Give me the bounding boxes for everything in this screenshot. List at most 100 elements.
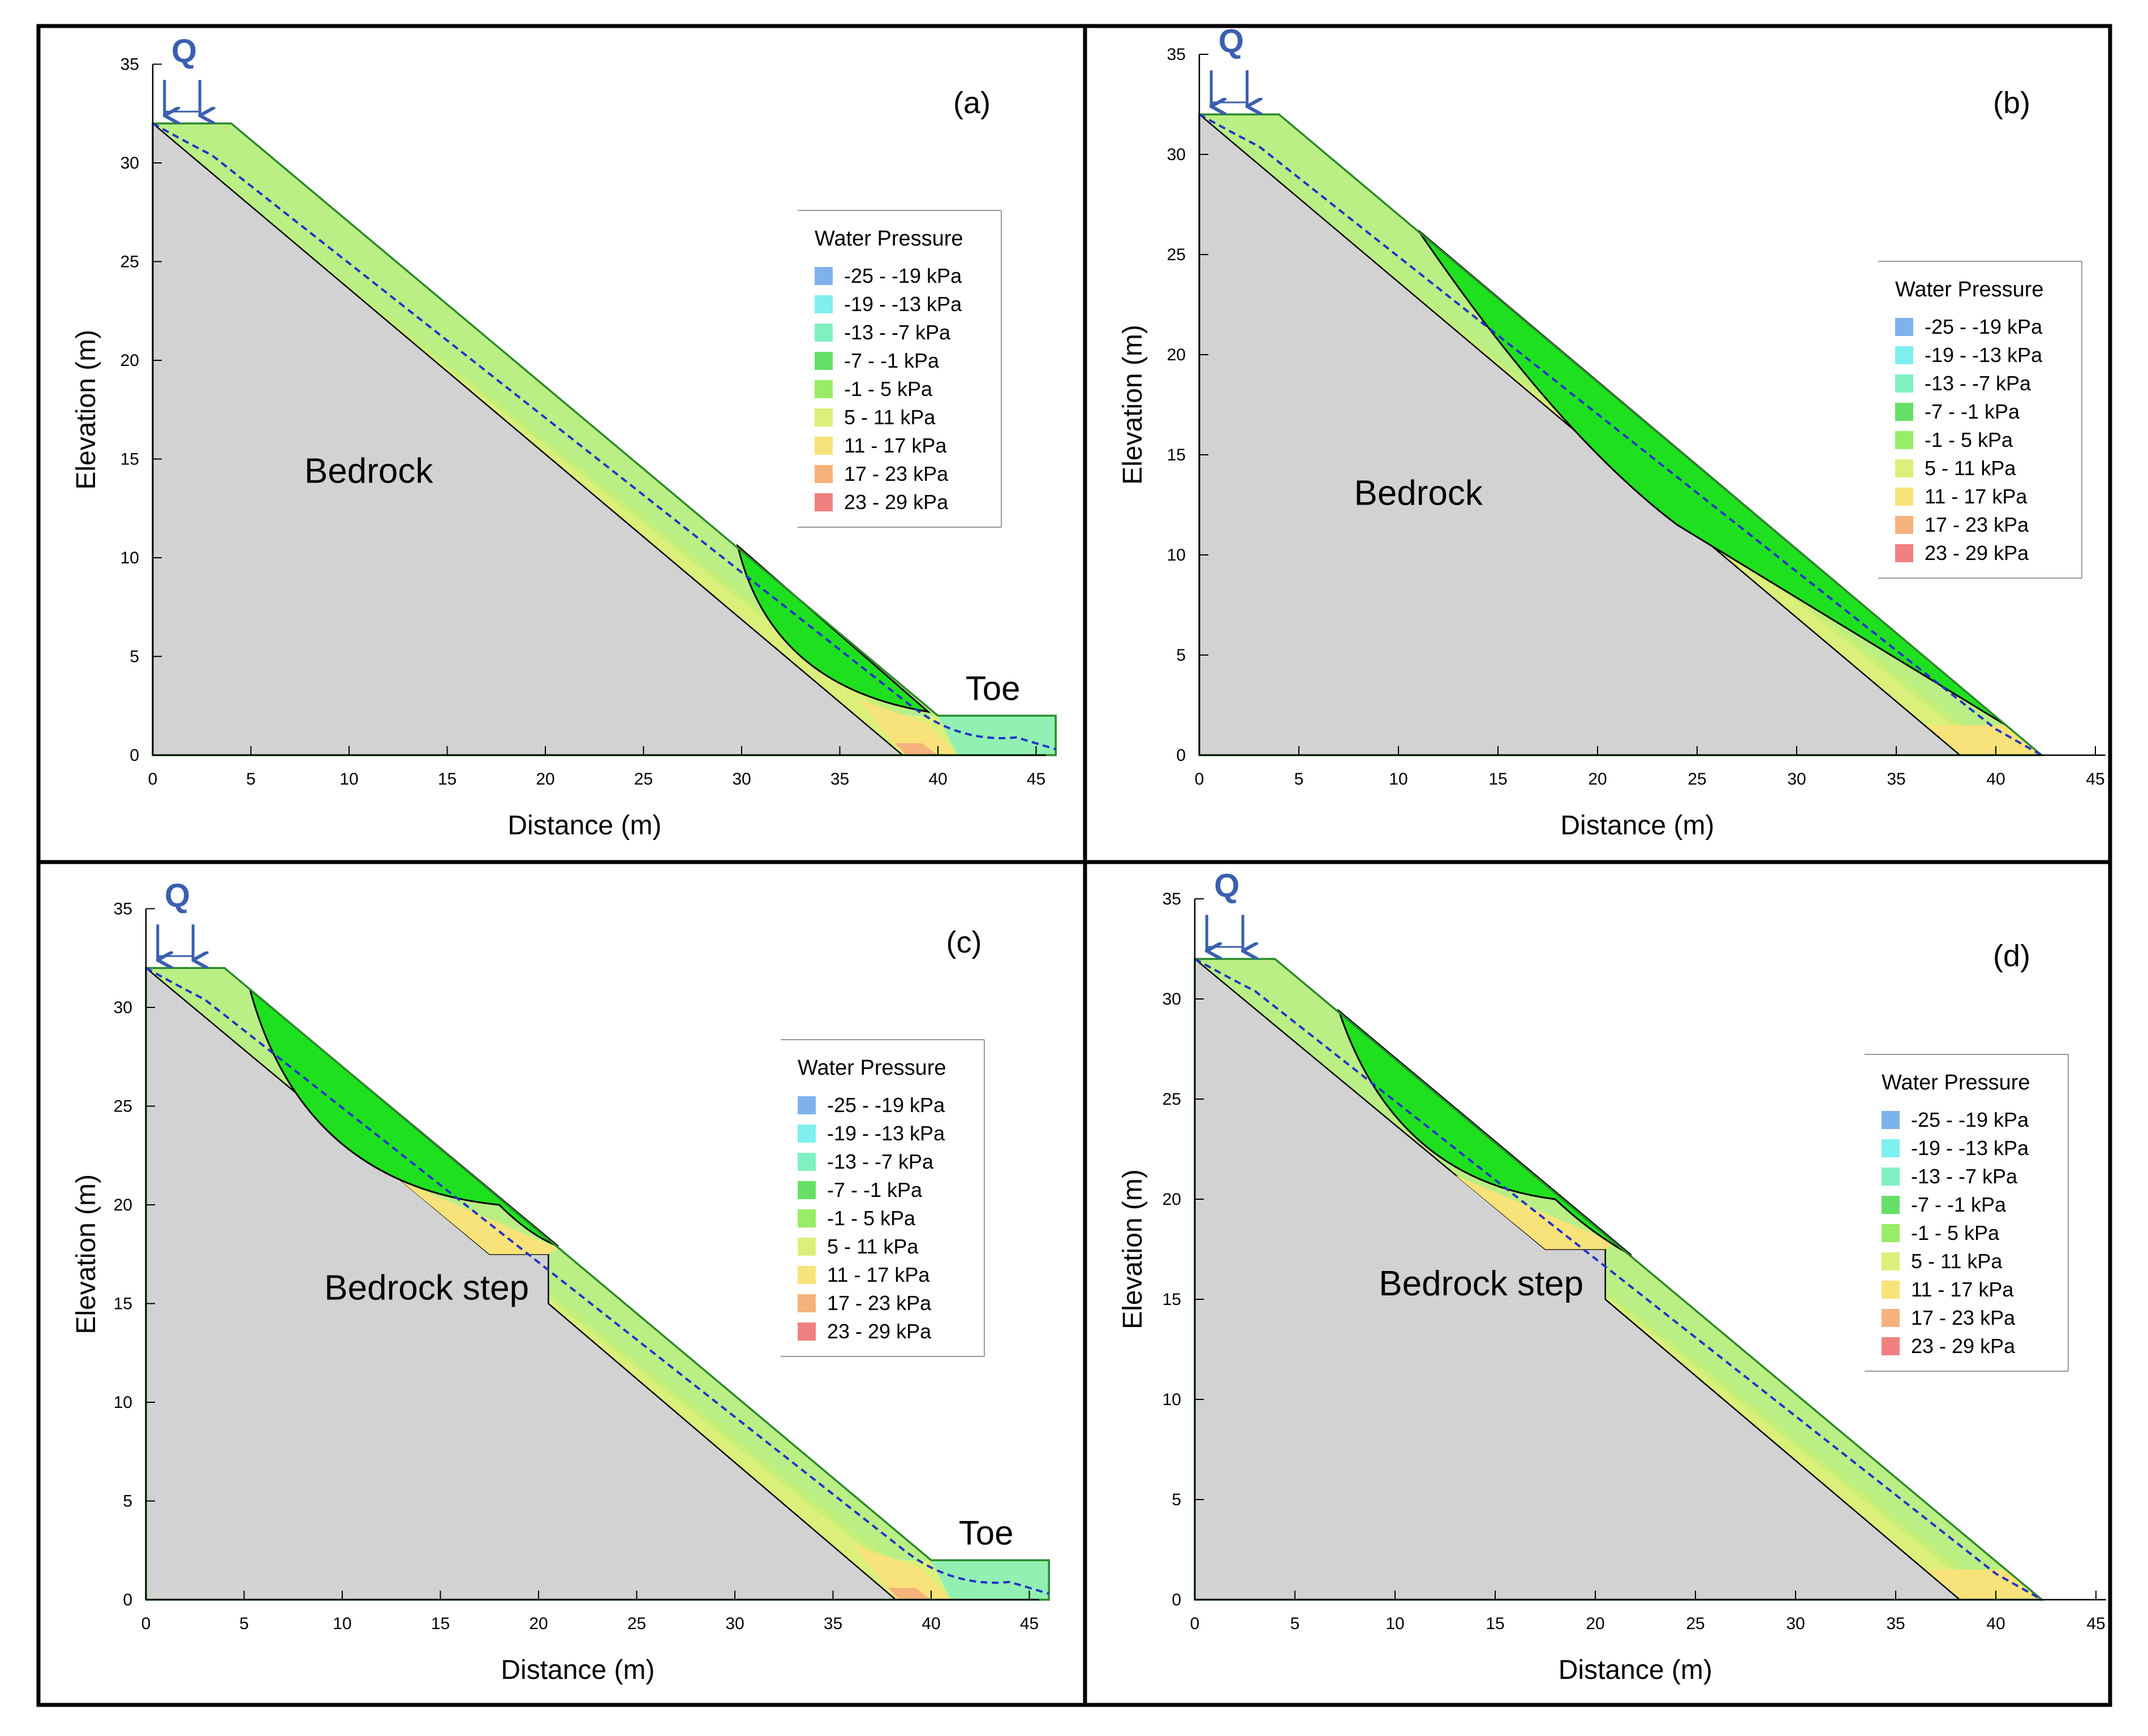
legend-swatch <box>798 1209 816 1227</box>
y-tick-label: 25 <box>120 253 139 272</box>
legend-swatch <box>815 493 833 511</box>
toe-pressure <box>931 1560 1049 1600</box>
panel-a: 0 5 10 15 20 25 30 35 40 45 0 5 10 15 20 25 30 35 Distance… <box>36 24 1087 864</box>
y-tick-label: 5 <box>1172 1491 1181 1509</box>
legend: Water Pressure -25 - -19 kPa -19 - -13 kPa… <box>798 210 1002 528</box>
y-axis-title: Elevation (m) <box>1118 325 1148 485</box>
y-tick-label: 30 <box>114 998 132 1017</box>
pressure-zone-toe <box>859 700 958 755</box>
x-tick-label: 15 <box>1486 1614 1504 1633</box>
legend: Water Pressure -25 - -19 kPa -19 - -13 kPa… <box>781 1039 985 1357</box>
legend-entry-label: -7 - -1 kPa <box>827 1178 923 1201</box>
pressure-zone-toe <box>1926 1569 2042 1600</box>
legend-entry-label: 5 - 11 kPa <box>1925 456 2016 480</box>
x-tick-label: 5 <box>1290 1614 1300 1633</box>
y-tick-label: 25 <box>1167 245 1186 264</box>
x-tick-label: 20 <box>1586 1614 1604 1633</box>
legend-swatch <box>815 437 833 455</box>
y-tick-label: 15 <box>120 450 139 469</box>
y-tick-label: 10 <box>114 1393 132 1412</box>
region-label: Bedrock <box>304 451 433 490</box>
legend-swatch <box>1895 403 1913 421</box>
region-label: Bedrock <box>1354 474 1483 513</box>
y-tick-label: 0 <box>130 746 139 765</box>
legend-entry-label: 11 - 17 kPa <box>1925 485 2028 508</box>
y-tick-label: 30 <box>1163 990 1181 1009</box>
legend-swatch <box>798 1238 816 1256</box>
legend-entry-label: 11 - 17 kPa <box>1911 1278 2014 1301</box>
x-tick-label: 15 <box>438 770 457 789</box>
pressure-zone-toe <box>853 1544 951 1600</box>
legend-entry-label: -1 - 5 kPa <box>844 377 933 400</box>
x-axis-title: Distance (m) <box>1559 1655 1712 1685</box>
legend-entry-label: -19 - -13 kPa <box>1925 343 2043 367</box>
y-tick-label: 35 <box>114 900 132 919</box>
x-axis-title: Distance (m) <box>507 811 661 841</box>
legend-title: Water Pressure <box>1882 1071 2030 1095</box>
water-table <box>145 967 1049 1595</box>
legend-swatch <box>798 1096 816 1114</box>
legend-swatch <box>815 380 833 398</box>
y-tick-label: 0 <box>1172 1591 1181 1609</box>
legend-swatch <box>815 295 833 313</box>
y-tick-label: 20 <box>1163 1190 1181 1209</box>
y-axis-title: Elevation (m) <box>71 1174 101 1334</box>
load-label: Q <box>1219 23 1244 59</box>
water-table <box>152 122 1056 751</box>
pressure-zone-toe-high <box>888 1588 931 1600</box>
x-tick-label: 40 <box>1986 1614 2005 1633</box>
panel-label: (c) <box>946 925 982 959</box>
legend-swatch <box>1882 1252 1900 1270</box>
x-tick-label: 45 <box>1020 1614 1039 1633</box>
legend-entry-label: 17 - 23 kPa <box>844 462 949 485</box>
x-tick-label: 35 <box>1886 1614 1905 1633</box>
legend-entry-label: -25 - -19 kPa <box>1911 1108 2029 1131</box>
y-tick-label: 10 <box>120 549 139 567</box>
y-tick-label: 30 <box>1167 145 1186 164</box>
legend-entry-label: 23 - 29 kPa <box>1925 541 2029 565</box>
x-tick-label: 25 <box>1688 770 1706 789</box>
y-tick-label: 20 <box>120 351 139 370</box>
x-tick-label: 30 <box>732 770 751 789</box>
y-tick-label: 35 <box>120 55 139 74</box>
legend-swatch <box>1895 459 1913 477</box>
y-tick-label: 20 <box>1167 346 1186 364</box>
pressure-zone-toe-high <box>894 743 938 755</box>
step-pressure <box>401 1181 558 1255</box>
y-axis-title: Elevation (m) <box>1118 1169 1148 1329</box>
legend-entry-label: -7 - -1 kPa <box>1925 400 2020 423</box>
legend-swatch <box>815 352 833 370</box>
legend-swatch <box>1895 488 1913 506</box>
y-tick-label: 0 <box>123 1591 132 1609</box>
legend-swatch <box>1895 516 1913 534</box>
legend-swatch <box>798 1323 816 1341</box>
y-tick-label: 15 <box>1163 1290 1181 1309</box>
legend-entry-label: 17 - 23 kPa <box>1911 1306 2016 1329</box>
y-tick-label: 15 <box>1167 446 1186 464</box>
legend-swatch <box>1882 1337 1900 1355</box>
legend-entry-label: 5 - 11 kPa <box>827 1235 919 1258</box>
x-axis-title: Distance (m) <box>501 1655 655 1685</box>
x-tick-label: 40 <box>1986 770 2005 789</box>
y-tick-label: 35 <box>1163 890 1181 908</box>
x-tick-label: 35 <box>830 770 849 789</box>
y-axis-title: Elevation (m) <box>71 330 101 490</box>
y-tick-label: 10 <box>1167 546 1186 565</box>
legend-entry-label: -7 - -1 kPa <box>844 349 940 372</box>
toe-label: Toe <box>959 1514 1014 1552</box>
panel-c: 0 5 10 15 20 25 30 35 40 45 0 5 10 15 20 25 30 35 Distance… <box>36 860 1087 1707</box>
y-tick-label: 5 <box>123 1492 132 1511</box>
legend-swatch <box>815 465 833 483</box>
pressure-band <box>153 123 938 716</box>
legend-entry-label: -13 - -7 kPa <box>1911 1165 2018 1188</box>
legend-swatch <box>798 1153 816 1171</box>
legend-swatch <box>1895 374 1913 393</box>
x-tick-label: 35 <box>824 1614 842 1633</box>
y-tick-label: 15 <box>114 1295 132 1313</box>
x-tick-label: 45 <box>1027 770 1045 789</box>
x-tick-label: 0 <box>141 1614 151 1633</box>
x-tick-label: 5 <box>239 1614 249 1633</box>
x-tick-label: 25 <box>627 1614 646 1633</box>
panel-label: (b) <box>1993 86 2030 120</box>
y-tick-label: 5 <box>1176 646 1186 665</box>
